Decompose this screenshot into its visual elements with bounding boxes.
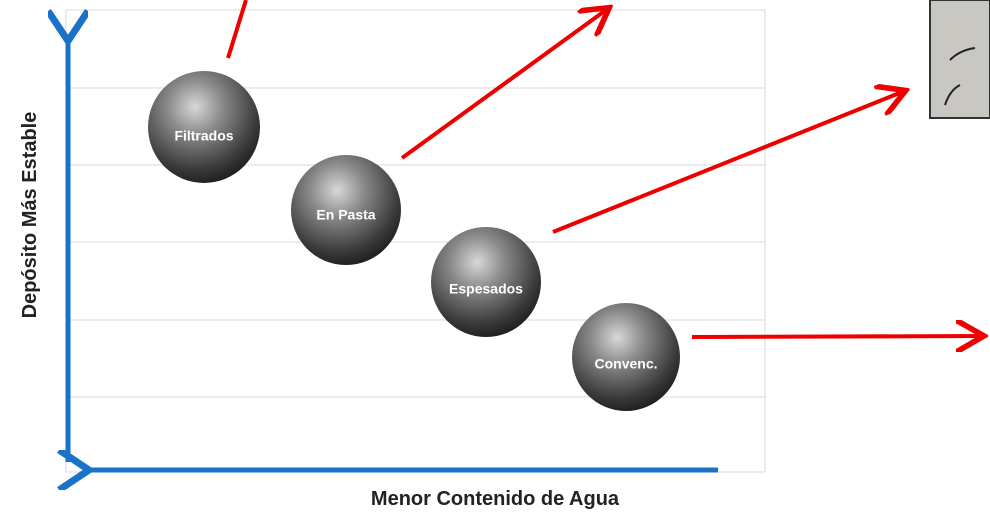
photo-crack: [944, 47, 976, 106]
node-label: Filtrados: [174, 128, 233, 144]
grid: [65, 9, 766, 473]
sphere: [431, 227, 541, 337]
node-label: Espesados: [449, 281, 523, 297]
sphere: [572, 303, 680, 411]
x-axis-label: Menor Contenido de Agua: [371, 488, 620, 510]
sphere: [291, 155, 401, 265]
node-label: En Pasta: [316, 207, 375, 223]
spheres: Filtrados En Pasta Espesados Convenc.: [148, 71, 680, 411]
y-axis-label: Depósito Más Estable: [19, 112, 41, 319]
photo: [929, 0, 990, 119]
sphere: [148, 71, 260, 183]
node-label: Convenc.: [594, 356, 657, 372]
red-arrows: [226, 0, 980, 337]
